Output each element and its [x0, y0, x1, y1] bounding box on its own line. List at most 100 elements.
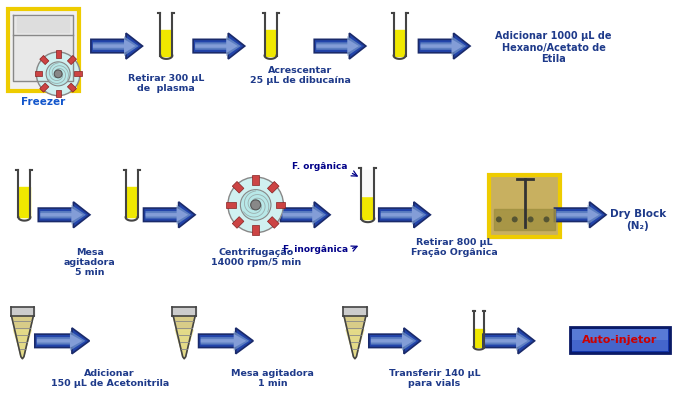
Polygon shape [93, 39, 135, 53]
Polygon shape [346, 330, 364, 358]
Text: Retirar 800 μL
Fração Orgânica: Retirar 800 μL Fração Orgânica [411, 238, 498, 257]
Circle shape [46, 62, 70, 86]
Text: Retirar 300 μL
de  plasma: Retirar 300 μL de plasma [128, 74, 205, 93]
Polygon shape [176, 330, 193, 358]
Polygon shape [19, 214, 30, 217]
Polygon shape [173, 316, 195, 359]
Polygon shape [195, 36, 240, 56]
Polygon shape [344, 316, 366, 359]
Polygon shape [200, 331, 249, 351]
Polygon shape [126, 214, 138, 217]
Polygon shape [316, 36, 362, 56]
Polygon shape [35, 71, 42, 77]
Polygon shape [55, 51, 61, 58]
Polygon shape [267, 181, 279, 193]
Polygon shape [361, 215, 375, 218]
Polygon shape [198, 328, 253, 354]
Polygon shape [55, 90, 61, 97]
Circle shape [512, 216, 518, 222]
Text: Dry Block
(N₂): Dry Block (N₂) [609, 209, 666, 231]
Polygon shape [371, 334, 413, 348]
Polygon shape [419, 33, 470, 59]
Polygon shape [14, 330, 31, 358]
Polygon shape [381, 208, 424, 222]
Text: Auto-injetor: Auto-injetor [583, 335, 658, 345]
Polygon shape [554, 202, 606, 228]
Circle shape [528, 216, 533, 222]
Polygon shape [369, 328, 420, 354]
Polygon shape [276, 201, 285, 208]
Circle shape [228, 177, 283, 233]
Polygon shape [473, 344, 484, 347]
Polygon shape [68, 55, 77, 65]
Polygon shape [281, 202, 330, 228]
Polygon shape [226, 201, 236, 208]
Polygon shape [144, 202, 195, 228]
Polygon shape [394, 53, 406, 56]
FancyBboxPatch shape [489, 175, 560, 237]
Polygon shape [37, 334, 82, 348]
Polygon shape [232, 181, 244, 193]
Polygon shape [40, 205, 86, 225]
Polygon shape [193, 33, 245, 59]
Polygon shape [379, 202, 430, 228]
Text: Mesa
agitadora
5 min: Mesa agitadora 5 min [64, 248, 116, 277]
Polygon shape [172, 307, 196, 316]
Polygon shape [267, 217, 279, 228]
Text: F. inorgânica: F. inorgânica [283, 245, 348, 254]
Circle shape [54, 70, 62, 78]
Polygon shape [146, 208, 188, 222]
Polygon shape [556, 208, 599, 222]
Polygon shape [37, 331, 86, 351]
Polygon shape [232, 217, 244, 228]
Polygon shape [343, 307, 367, 316]
Circle shape [37, 52, 80, 96]
Polygon shape [68, 83, 77, 92]
Polygon shape [195, 39, 238, 53]
Polygon shape [160, 53, 172, 56]
Polygon shape [17, 17, 69, 32]
Polygon shape [74, 71, 82, 77]
Polygon shape [252, 175, 259, 185]
Polygon shape [371, 331, 417, 351]
Text: Centrifugação
14000 rpm/5 min: Centrifugação 14000 rpm/5 min [211, 248, 301, 267]
FancyBboxPatch shape [570, 327, 670, 353]
Polygon shape [40, 208, 83, 222]
FancyBboxPatch shape [8, 9, 79, 91]
Polygon shape [252, 225, 259, 235]
Circle shape [251, 200, 261, 210]
Circle shape [496, 216, 502, 222]
Circle shape [240, 190, 271, 220]
Polygon shape [483, 328, 535, 354]
Polygon shape [494, 209, 556, 230]
Polygon shape [38, 202, 90, 228]
Polygon shape [485, 331, 531, 351]
Polygon shape [314, 33, 366, 59]
Text: Transferir 140 μL
para vials: Transferir 140 μL para vials [388, 369, 480, 388]
Polygon shape [316, 39, 359, 53]
Text: Adicionar
150 μL de Acetonitrila: Adicionar 150 μL de Acetonitrila [50, 369, 169, 388]
Polygon shape [10, 307, 35, 316]
Polygon shape [283, 208, 323, 222]
Text: Mesa agitadora
1 min: Mesa agitadora 1 min [231, 369, 314, 388]
Circle shape [544, 216, 549, 222]
Polygon shape [14, 15, 73, 81]
Polygon shape [265, 53, 276, 56]
Polygon shape [91, 33, 142, 59]
Polygon shape [420, 39, 463, 53]
Polygon shape [40, 83, 49, 92]
Polygon shape [283, 205, 326, 225]
Polygon shape [93, 36, 138, 56]
Text: Acrescentar
25 μL de dibucaína: Acrescentar 25 μL de dibucaína [250, 66, 351, 85]
Text: Adicionar 1000 μL de
Hexano/Acetato de
Etila: Adicionar 1000 μL de Hexano/Acetato de E… [495, 31, 612, 64]
Polygon shape [12, 316, 33, 359]
Polygon shape [420, 36, 466, 56]
FancyBboxPatch shape [572, 329, 668, 340]
FancyBboxPatch shape [572, 329, 668, 351]
Text: Freezer: Freezer [21, 97, 66, 107]
Polygon shape [485, 334, 528, 348]
Polygon shape [146, 205, 191, 225]
Polygon shape [200, 334, 246, 348]
Polygon shape [40, 55, 49, 65]
Polygon shape [556, 205, 602, 225]
